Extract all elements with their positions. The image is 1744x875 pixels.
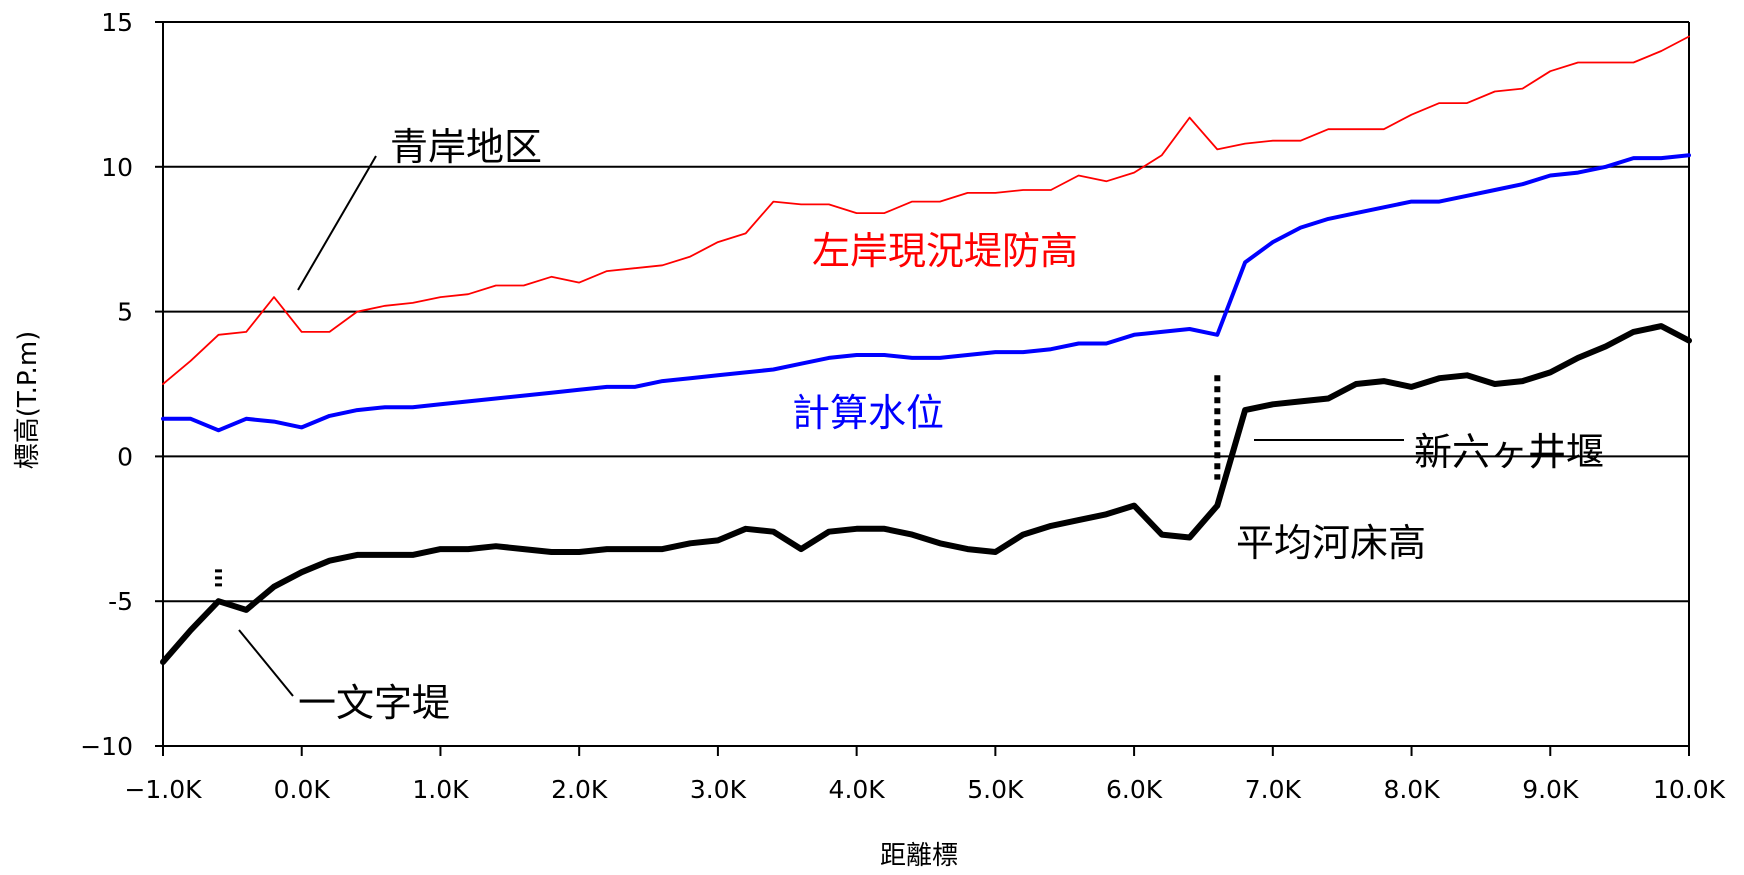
structure-markers: [214, 375, 1221, 587]
series-line-water-level: [161, 153, 1691, 433]
x-tick-label: 2.0K: [551, 775, 608, 804]
y-tick-labels: −10 -5 0 5 10 15: [80, 8, 133, 761]
x-tick-label: 3.0K: [690, 775, 747, 804]
annotation-aogishi: 青岸地区: [390, 125, 542, 169]
leader-ichimonji: [238, 629, 294, 697]
x-tick-label: 4.0K: [829, 775, 886, 804]
x-tick-label: 7.0K: [1245, 775, 1302, 804]
annotation-weir: 新六ヶ井堰: [1414, 430, 1604, 474]
annotation-water: 計算水位: [792, 391, 944, 435]
y-tick-label: 0: [117, 442, 133, 471]
x-tick-label: 1.0K: [412, 775, 469, 804]
series-lines: [160, 35, 1692, 665]
y-tick-label: -5: [108, 587, 133, 616]
x-tick-label: 5.0K: [967, 775, 1024, 804]
annotation-levee: 左岸現況堤防高: [812, 229, 1078, 273]
gridlines: [155, 21, 1690, 756]
x-axis-title: 距離標: [880, 841, 958, 871]
x-tick-label: 8.0K: [1383, 775, 1440, 804]
annotation-ichimonji: 一文字堤: [298, 681, 450, 725]
x-tick-label: 10.0K: [1653, 775, 1726, 804]
y-tick-label: −10: [80, 732, 133, 761]
series-line-riverbed: [160, 323, 1692, 665]
y-axis-title: 標高(T.P.m): [13, 331, 43, 470]
y-tick-label: 5: [117, 298, 133, 327]
y-tick-label: 10: [101, 153, 133, 182]
x-tick-labels: −1.0K 0.0K 1.0K 2.0K 3.0K 4.0K 5.0K 6.0K 7.0K 8.0…: [124, 775, 1725, 804]
x-tick-label: −1.0K: [124, 775, 202, 804]
series-line-levee: [162, 35, 1690, 385]
x-tick-label: 0.0K: [274, 775, 331, 804]
annotation-bed: 平均河床高: [1236, 521, 1426, 565]
x-tick-label: 6.0K: [1106, 775, 1163, 804]
y-tick-label: 15: [101, 8, 133, 37]
leader-aogishi: [297, 155, 377, 291]
x-tick-label: 9.0K: [1522, 775, 1579, 804]
